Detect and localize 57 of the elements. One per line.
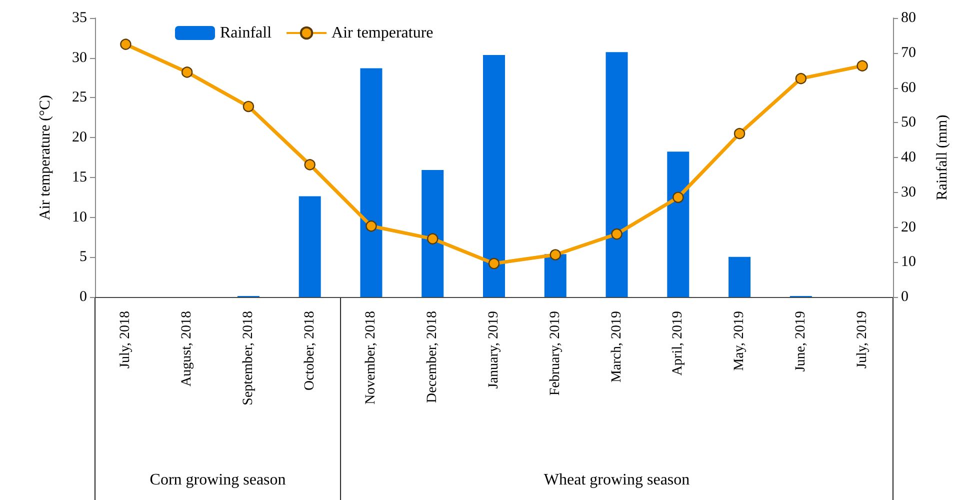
point [427, 233, 438, 244]
point [795, 72, 807, 84]
y2-tick-label: 40 [901, 150, 916, 166]
y-tick-label: 10 [72, 209, 87, 226]
y2-tick-label: 30 [901, 184, 916, 200]
bar [728, 256, 751, 297]
bar [483, 54, 505, 297]
point [120, 38, 132, 50]
point [611, 228, 622, 240]
x-tick-label: March, 2019 [609, 311, 624, 383]
x-tick-label: December, 2018 [425, 311, 440, 403]
point [242, 100, 254, 112]
y2-axis-title: Rainfall (mm) [934, 114, 950, 200]
point [734, 128, 746, 140]
bar [606, 52, 628, 297]
bar [544, 254, 566, 297]
point [181, 66, 193, 78]
x-tick-label: August, 2018 [180, 311, 195, 386]
y-tick-label: 20 [72, 130, 87, 146]
x-tick-label: February, 2019 [548, 311, 563, 396]
x-tick-label: June, 2019 [793, 311, 808, 372]
text: Corn growing season [150, 472, 286, 488]
bar [298, 196, 321, 297]
y2-tick-label: 80 [901, 10, 916, 26]
y-tick-label: 0 [80, 289, 87, 305]
point [366, 220, 377, 232]
y-tick-label: 30 [72, 50, 87, 66]
bar [360, 68, 382, 297]
y-axis-title: Air temperature (°C) [38, 94, 54, 220]
bar [667, 152, 690, 297]
y2-tick-label: 10 [901, 254, 916, 270]
x-tick-label: July, 2018 [118, 311, 134, 368]
point [550, 249, 561, 260]
y2-tick-label: 60 [901, 80, 916, 96]
x-tick-label: October, 2018 [302, 311, 318, 391]
point [672, 192, 684, 203]
x-tick-label: November, 2018 [364, 311, 379, 405]
x-tick-label: January, 2019 [486, 311, 502, 389]
point [856, 60, 868, 72]
x-tick-label: July, 2019 [854, 311, 870, 368]
legend-label: Rainfall [220, 24, 272, 42]
x-tick-label: April, 2019 [670, 311, 686, 376]
y2-tick-label: 70 [901, 44, 916, 61]
text: Wheat growing season [544, 472, 690, 488]
y-tick-label: 35 [72, 10, 87, 26]
point [304, 159, 316, 170]
point [488, 258, 500, 270]
y-tick-label: 25 [72, 90, 87, 106]
y-tick-label: 5 [80, 249, 87, 266]
x-tick-label: May, 2019 [732, 311, 748, 371]
x-tick-label: September, 2018 [240, 311, 256, 406]
bar [422, 170, 444, 297]
y-tick-label: 15 [72, 169, 87, 186]
y2-tick-label: 20 [901, 219, 916, 236]
y2-tick-label: 50 [901, 114, 916, 131]
y2-tick-label: 0 [901, 289, 908, 305]
legend-label: Air temperature [332, 24, 434, 42]
